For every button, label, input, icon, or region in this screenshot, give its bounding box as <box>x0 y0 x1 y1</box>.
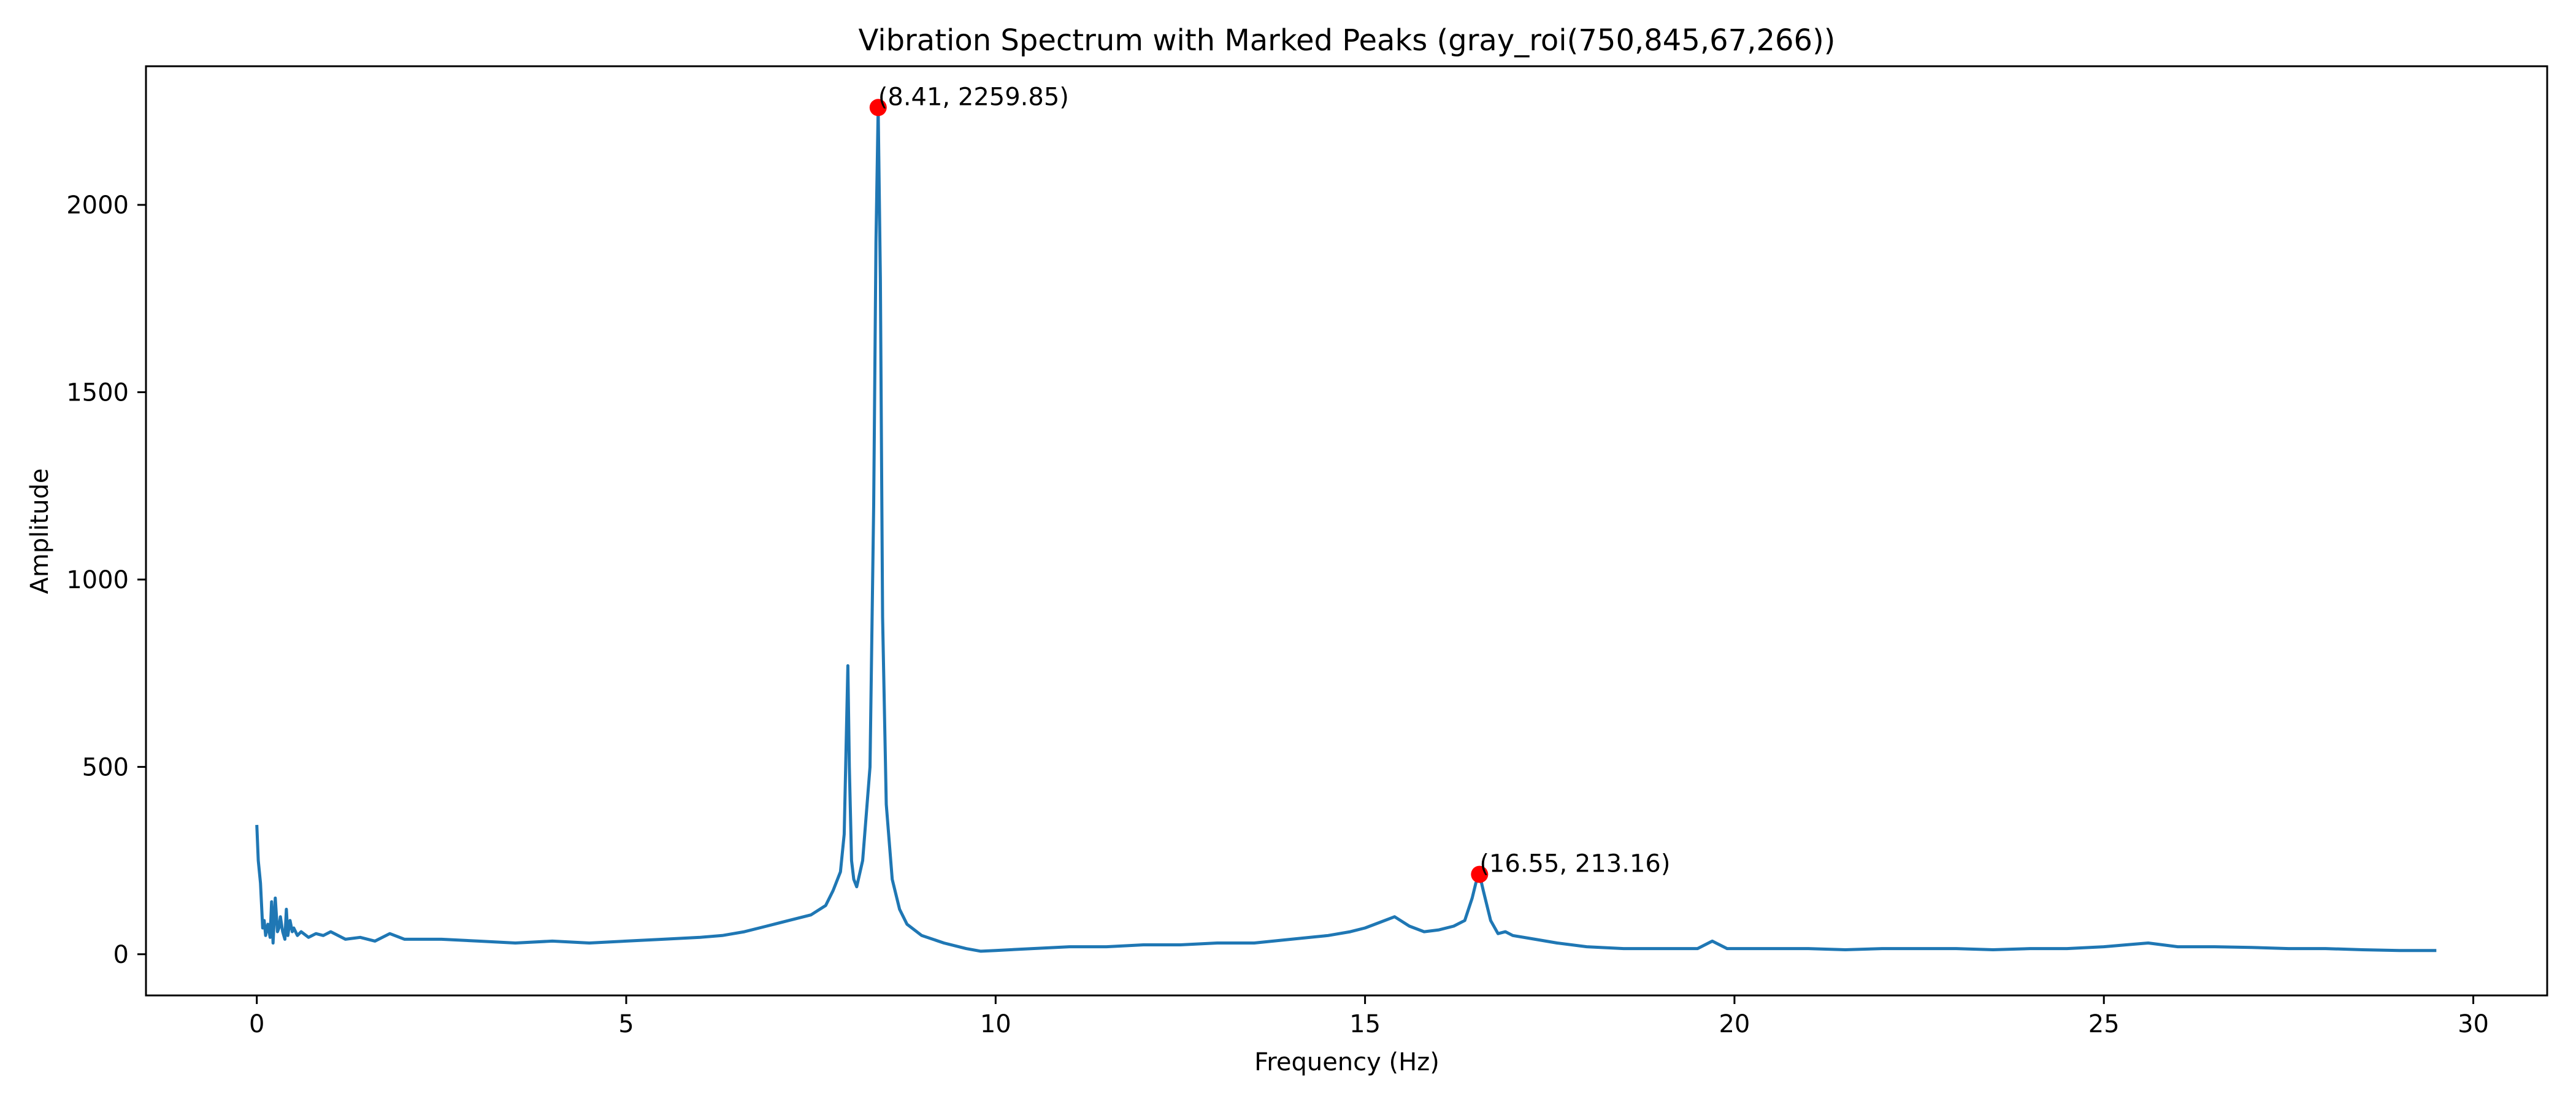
y-axis-label: Amplitude <box>26 469 54 594</box>
x-tick-label: 25 <box>2088 1010 2120 1038</box>
y-tick-label: 0 <box>113 941 129 969</box>
peak-markers <box>869 99 1489 883</box>
plot-area: (8.41, 2259.85) (16.55, 213.16) <box>145 65 2548 997</box>
y-tick-label: 500 <box>82 753 129 781</box>
peak-label: (16.55, 213.16) <box>1479 850 1670 878</box>
series-line <box>255 105 2437 953</box>
x-tick-label: 30 <box>2458 1010 2489 1038</box>
y-tick-label: 2000 <box>66 191 129 220</box>
x-tick-label: 5 <box>618 1010 634 1038</box>
x-tick-label: 10 <box>980 1010 1011 1038</box>
x-axis-label: Frequency (Hz) <box>1254 1048 1439 1076</box>
peak-label: (8.41, 2259.85) <box>878 83 1069 111</box>
x-tick-label: 15 <box>1349 1010 1381 1038</box>
y-axis-ticks: 0 500 1000 1500 2000 <box>66 191 146 969</box>
peak-marker <box>869 99 887 117</box>
x-axis-ticks: 0 5 10 15 20 25 30 <box>249 995 2489 1038</box>
y-tick-label: 1500 <box>66 378 129 407</box>
x-tick-label: 0 <box>249 1010 264 1038</box>
peak-marker <box>1471 865 1489 883</box>
peak-annotations: (8.41, 2259.85) (16.55, 213.16) <box>878 83 1671 878</box>
axes-frame <box>145 65 2548 997</box>
x-tick-label: 20 <box>1719 1010 1750 1038</box>
chart-title: Vibration Spectrum with Marked Peaks (gr… <box>858 23 1835 58</box>
y-tick-label: 1000 <box>66 566 129 594</box>
